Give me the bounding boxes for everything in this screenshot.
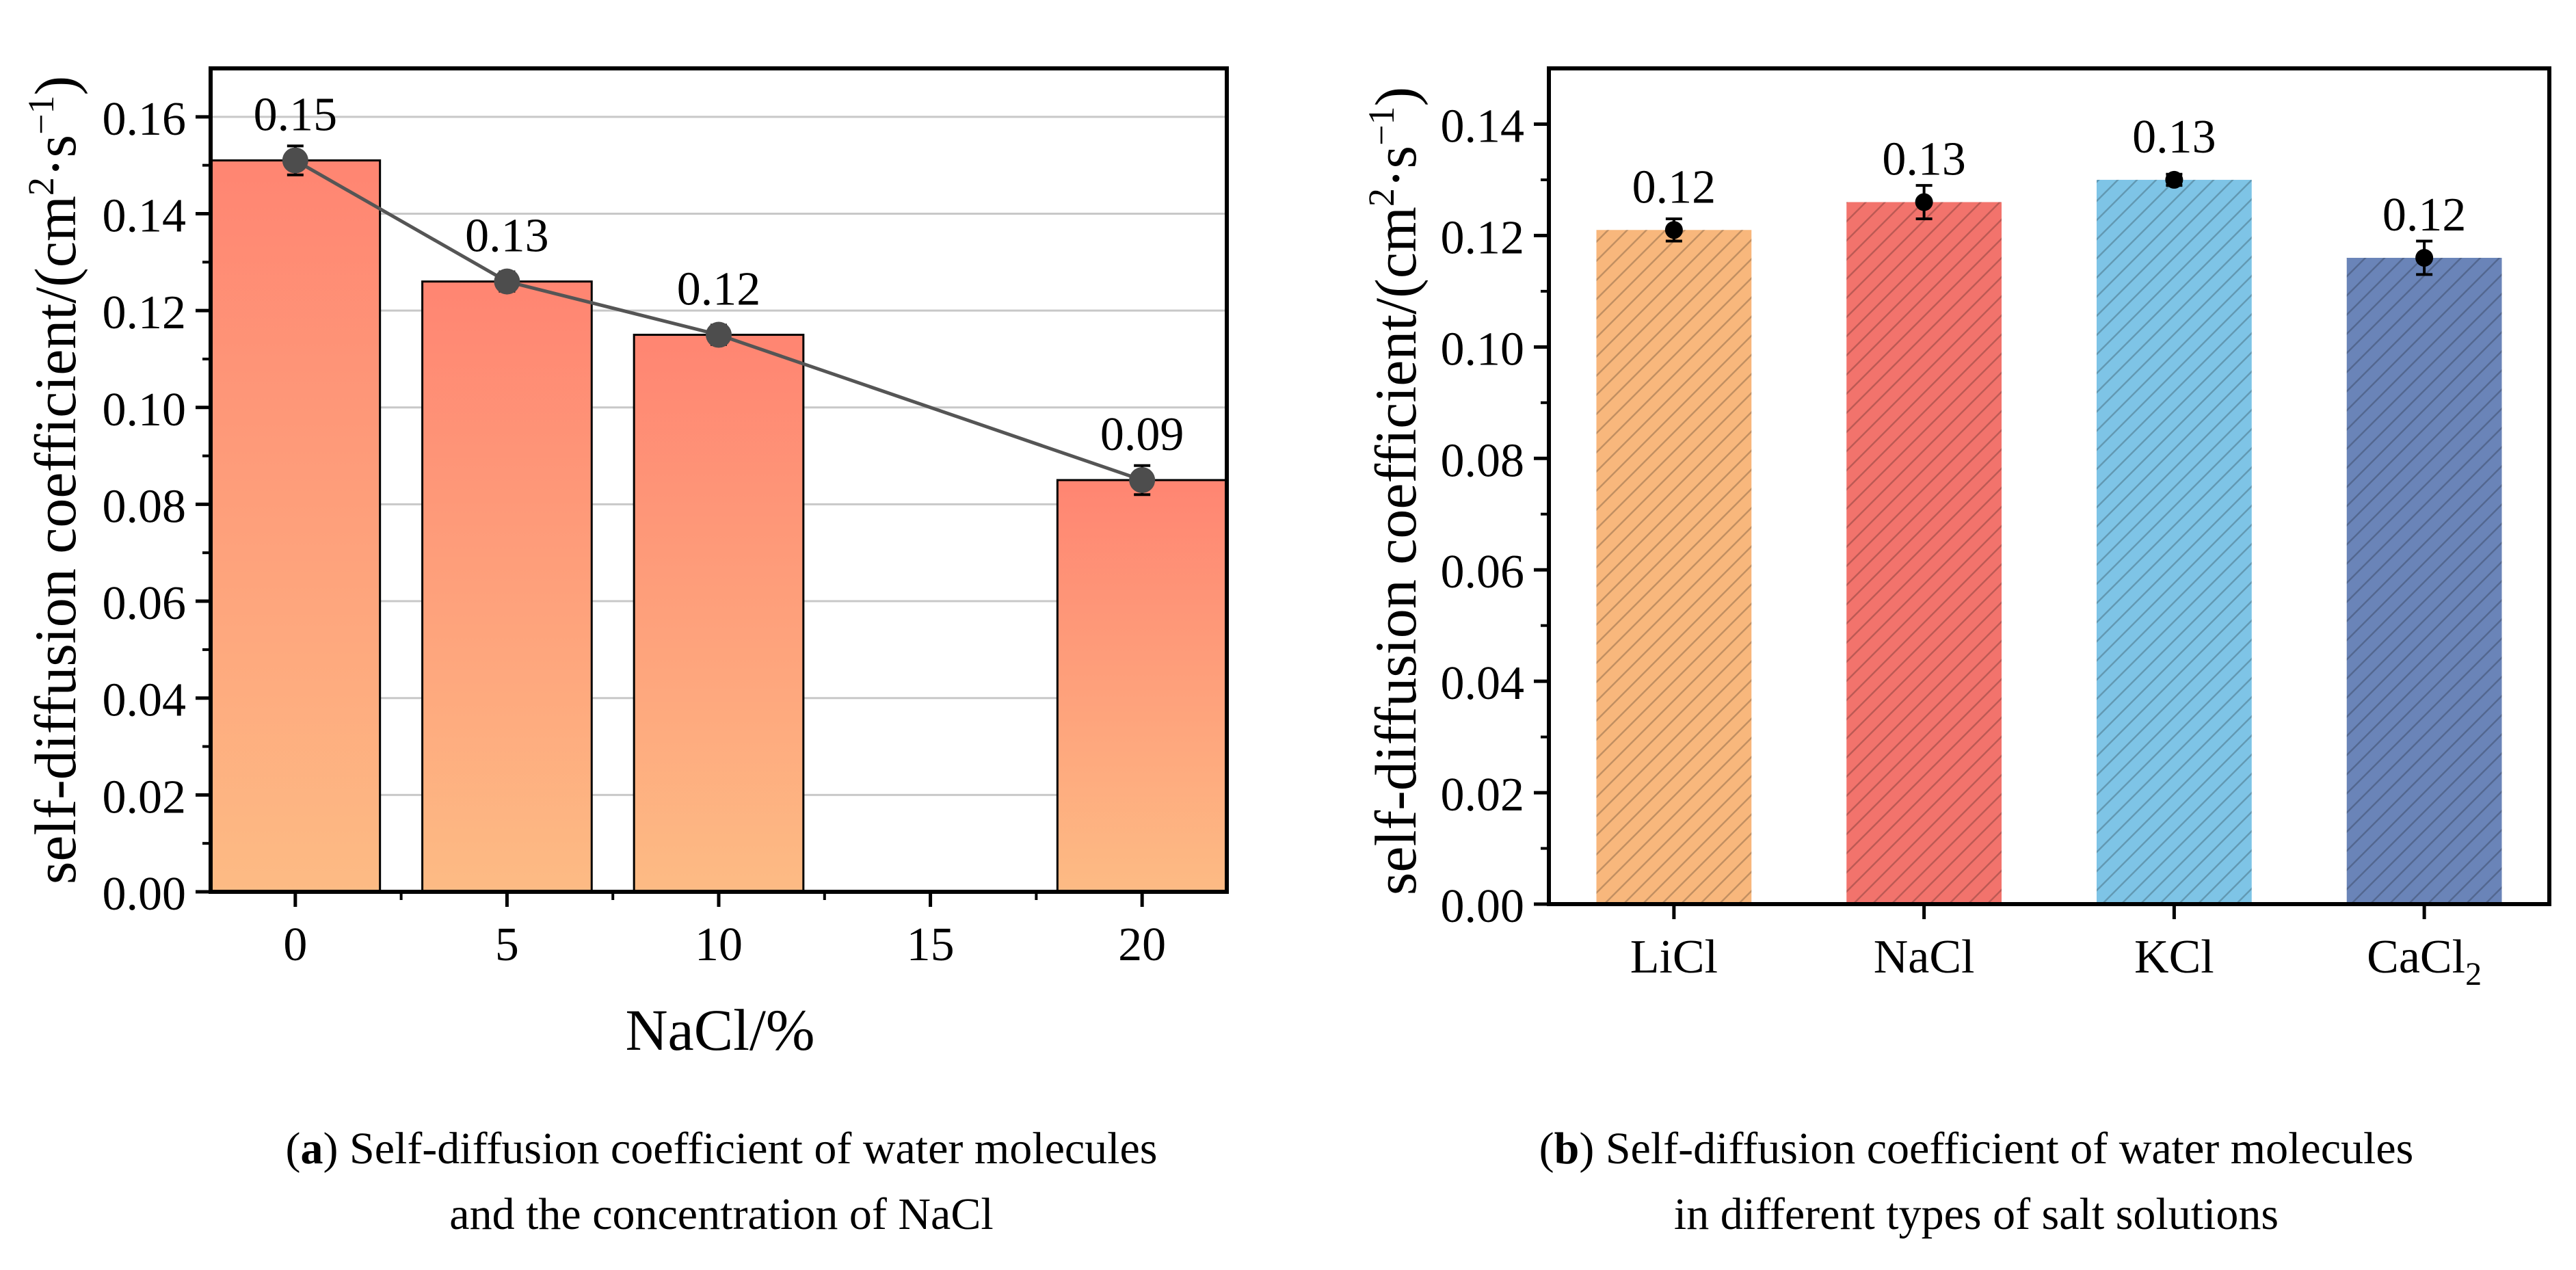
data-point: [2415, 248, 2434, 267]
x-tick-label-main: NaCl: [1874, 931, 1975, 983]
y-axis-label-end: ): [23, 76, 88, 96]
y-tick-label: 0.08: [103, 480, 187, 533]
y-tick-label: 0.02: [1441, 769, 1525, 821]
x-tick-label: LiCl: [1630, 931, 1718, 983]
y-axis-label-sup2: −1: [21, 96, 62, 135]
data-label: 0.15: [254, 89, 338, 142]
data-label: 0.13: [2132, 111, 2216, 163]
caption-a-text1: Self-diffusion coefficient of water mole…: [338, 1124, 1158, 1174]
x-tick-label: 5: [495, 918, 519, 971]
data-label: 0.13: [465, 210, 549, 263]
chart-panel-a: 0.15 0.13 0.12 0.09 0.00 0.02 0.04 0.06 0.08 0.1…: [21, 66, 1229, 1063]
y-tick-label: 0.00: [1441, 880, 1525, 933]
plot-frame: [209, 66, 1229, 894]
y-tick-label: 0.02: [103, 771, 187, 823]
y-tick-label: 0.12: [103, 287, 187, 339]
bar-hatch: [2346, 257, 2502, 904]
bar: [421, 280, 593, 893]
data-label: 0.12: [2382, 189, 2467, 241]
data-point: [1129, 467, 1156, 493]
x-ticks: 0 5 10 15 20: [283, 892, 1166, 971]
x-ticks: LiCl NaCl KCl CaCl2: [1630, 904, 2482, 992]
y-axis-label-mid: ·s: [23, 135, 88, 177]
plot-frame: [1547, 66, 2551, 906]
bar: [633, 334, 805, 893]
y-tick-label: 0.16: [103, 93, 187, 146]
data-label: 0.13: [1882, 133, 1966, 186]
bar: [1056, 479, 1228, 893]
data-label: 0.12: [1632, 161, 1716, 213]
y-axis-label-sup1: 2: [1361, 188, 1402, 207]
x-tick-label-main: LiCl: [1630, 931, 1718, 983]
y-tick-label: 0.10: [1441, 323, 1525, 375]
x-tick-label: 0: [283, 918, 307, 971]
y-tick-label: 0.12: [1441, 211, 1525, 264]
y-axis-label-mid: ·s: [1363, 146, 1429, 188]
x-tick-label: 20: [1118, 918, 1166, 971]
trend-line: [294, 159, 1143, 482]
data-label: 0.12: [677, 263, 761, 316]
y-axis-label: self-diffusion coefficient/(cm2·s−1): [21, 76, 88, 884]
y-tick-label: 0.06: [103, 577, 187, 630]
data-label: 0.09: [1100, 408, 1184, 461]
x-tick-label: 15: [907, 918, 955, 971]
y-axis-label-main: self-diffusion coefficient/(cm: [1363, 207, 1429, 895]
y-tick-label: 0.14: [1441, 100, 1525, 153]
bar-hatch: [1846, 202, 2002, 904]
x-tick-label: CaCl2: [2367, 931, 2482, 992]
y-tick-label: 0.04: [103, 674, 187, 727]
data-point: [1664, 221, 1683, 239]
caption-b-text1: Self-diffusion coefficient of water mole…: [1594, 1124, 2414, 1174]
y-ticks: 0.00 0.02 0.04 0.06 0.08 0.10 0.12 0.14 0.16: [103, 93, 211, 921]
x-tick-label-sub: 2: [2465, 956, 2482, 992]
data-point: [1915, 193, 1933, 211]
bar-hatch: [1596, 230, 1752, 905]
caption-b-letter: b: [1554, 1124, 1580, 1174]
caption-b-line1: (b) Self-diffusion coefficient of water …: [1539, 1124, 2414, 1174]
x-tick-label: 10: [695, 918, 743, 971]
caption-b-line2: in different types of salt solutions: [1673, 1189, 2279, 1239]
caption-b: (b) Self-diffusion coefficient of water …: [1395, 1116, 2558, 1247]
data-point: [282, 147, 308, 174]
y-tick-label: 0.06: [1441, 546, 1525, 598]
caption-a-letter: a: [300, 1124, 323, 1174]
bar-group: 0.12 0.13 0.13 0.12: [1596, 111, 2502, 905]
y-tick-label: 0.08: [1441, 434, 1525, 487]
y-tick-label: 0.00: [103, 868, 187, 921]
caption-a-line2: and the concentration of NaCl: [449, 1189, 994, 1239]
x-tick-label: KCl: [2134, 931, 2214, 983]
y-axis-label-sup2: −1: [1361, 107, 1402, 146]
caption-a-line1: (a) Self-diffusion coefficient of water …: [285, 1124, 1158, 1174]
trend-line-group: 0.15 0.13 0.12 0.09: [254, 89, 1184, 497]
bar: [209, 159, 382, 893]
data-point: [2165, 170, 2183, 189]
bar-hatch: [2096, 179, 2252, 904]
y-tick-label: 0.14: [103, 189, 187, 242]
x-tick-label-main: KCl: [2134, 931, 2214, 983]
y-axis-label: self-diffusion coefficient/(cm2·s−1): [1361, 87, 1429, 895]
y-tick-label: 0.10: [103, 384, 187, 436]
data-point: [494, 268, 520, 295]
data-point: [706, 321, 732, 348]
y-axis-label-main: self-diffusion coefficient/(cm: [23, 196, 88, 884]
y-axis-label-sup1: 2: [21, 177, 62, 196]
y-axis-label-end: ): [1363, 87, 1429, 107]
bar-group: [209, 159, 1228, 893]
chart-panel-b: 0.12 0.13 0.13 0.12 0.00 0.02 0.04 0.06 0.08 0.1…: [1361, 66, 2551, 992]
y-ticks: 0.00 0.02 0.04 0.06 0.08 0.10 0.12 0.14: [1441, 100, 1549, 933]
caption-a: (a) Self-diffusion coefficient of water …: [140, 1116, 1303, 1247]
x-tick-label-main: CaCl: [2367, 931, 2465, 983]
x-axis-label: NaCl/%: [625, 997, 814, 1063]
y-tick-label: 0.04: [1441, 657, 1525, 710]
x-tick-label: NaCl: [1874, 931, 1975, 983]
